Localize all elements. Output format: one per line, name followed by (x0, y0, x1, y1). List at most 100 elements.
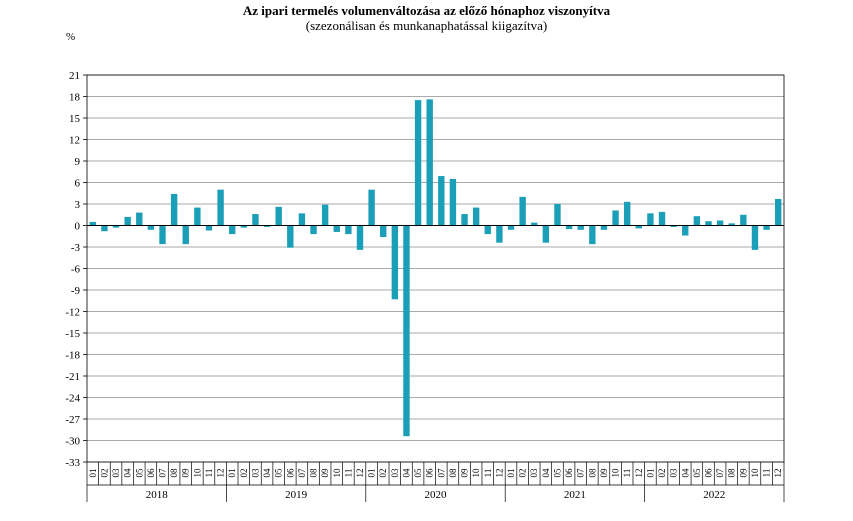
month-label: 12 (216, 469, 226, 478)
month-label: 09 (599, 468, 609, 478)
y-tick-label: 0 (75, 221, 81, 233)
y-axis-tick-labels: 21 18 15 12 9 6 3 0 -3 -6 -9 -12 -15 -18 -21 -24 -27 -30 -… (65, 70, 80, 469)
month-label: 04 (401, 468, 411, 478)
bar (205, 225, 213, 231)
y-tick-label: -3 (71, 242, 81, 254)
bar (194, 207, 201, 226)
bar (740, 214, 747, 226)
bar (449, 178, 457, 226)
x-axis-labels: 01 02 03 04 05 06 07 08 09 10 11 12 01 02 03 04 05 06 07 08… (88, 468, 783, 501)
month-label: 09 (738, 468, 748, 478)
bar (647, 213, 654, 226)
bar (658, 211, 666, 226)
bar (240, 225, 248, 228)
y-tick-label: -33 (65, 457, 80, 469)
month-label: 02 (99, 469, 109, 478)
bar (124, 216, 131, 226)
y-tick-label: 12 (69, 135, 80, 147)
month-label: 04 (123, 468, 133, 478)
bar (565, 225, 573, 230)
bar (589, 225, 596, 245)
bar (542, 225, 550, 243)
bar (310, 225, 317, 235)
month-label: 03 (669, 468, 679, 478)
bar (670, 225, 677, 227)
month-label: 03 (390, 468, 400, 478)
month-label: 11 (204, 469, 214, 478)
bar (287, 225, 294, 248)
month-label: 10 (750, 468, 760, 478)
month-label: 06 (146, 468, 156, 478)
y-tick-label: 9 (75, 156, 81, 168)
month-label: 01 (88, 469, 98, 478)
bar (170, 193, 178, 226)
bar (682, 225, 689, 236)
month-label: 02 (657, 469, 667, 478)
month-label: 08 (309, 468, 319, 478)
bar (519, 196, 526, 226)
year-label: 2020 (425, 489, 448, 501)
bar (403, 225, 410, 437)
bar (159, 225, 166, 245)
bar-series (89, 99, 782, 437)
month-label: 11 (343, 469, 353, 478)
month-label: 01 (227, 469, 237, 478)
month-label: 05 (274, 468, 284, 478)
chart-title: Az ipari termelés volumenváltozása az el… (242, 3, 611, 18)
bar (391, 225, 399, 300)
y-axis-unit-label: % (66, 31, 76, 43)
month-label: 12 (355, 469, 365, 478)
month-label: 06 (425, 468, 435, 478)
bar (716, 220, 724, 226)
bar (229, 225, 236, 235)
bar (136, 212, 143, 226)
bar (414, 100, 422, 226)
month-label: 08 (587, 468, 597, 478)
bar (763, 225, 770, 230)
bar (623, 201, 631, 226)
bar (426, 99, 433, 226)
month-label: 03 (529, 468, 539, 478)
month-label: 10 (611, 468, 621, 478)
y-tick-label: 3 (75, 199, 81, 211)
month-label: 05 (692, 468, 702, 478)
bar (380, 225, 387, 237)
bar (263, 225, 271, 227)
y-tick-label: -27 (65, 414, 80, 426)
month-label: 11 (483, 469, 493, 478)
month-label: 08 (448, 468, 458, 478)
month-label: 08 (169, 468, 179, 478)
y-tick-label: 6 (75, 178, 81, 190)
bar (693, 216, 701, 226)
y-tick-label: -15 (65, 328, 80, 340)
bar (507, 225, 515, 230)
year-label: 2019 (285, 489, 308, 501)
y-tick-label: -18 (65, 350, 80, 362)
month-label: 06 (285, 468, 295, 478)
y-tick-label: -6 (71, 264, 81, 276)
month-label: 05 (413, 468, 423, 478)
month-label: 01 (367, 469, 377, 478)
month-label: 07 (715, 468, 725, 478)
month-label: 10 (192, 468, 202, 478)
bar (275, 206, 282, 226)
bar (333, 225, 340, 232)
bar (101, 225, 108, 232)
y-tick-label: -24 (65, 393, 80, 405)
bar (298, 213, 306, 226)
month-label: 02 (239, 469, 249, 478)
bar (531, 222, 538, 226)
month-label: 09 (320, 468, 330, 478)
month-label: 07 (158, 468, 168, 478)
year-label: 2022 (703, 489, 725, 501)
month-label: 03 (250, 468, 260, 478)
month-label: 09 (460, 468, 470, 478)
month-label: 02 (378, 469, 388, 478)
year-label: 2018 (146, 489, 169, 501)
y-tick-label: -30 (65, 436, 80, 448)
y-tick-label: -9 (71, 285, 81, 297)
month-label: 11 (762, 469, 772, 478)
month-label: 12 (494, 469, 504, 478)
bar (112, 225, 120, 228)
